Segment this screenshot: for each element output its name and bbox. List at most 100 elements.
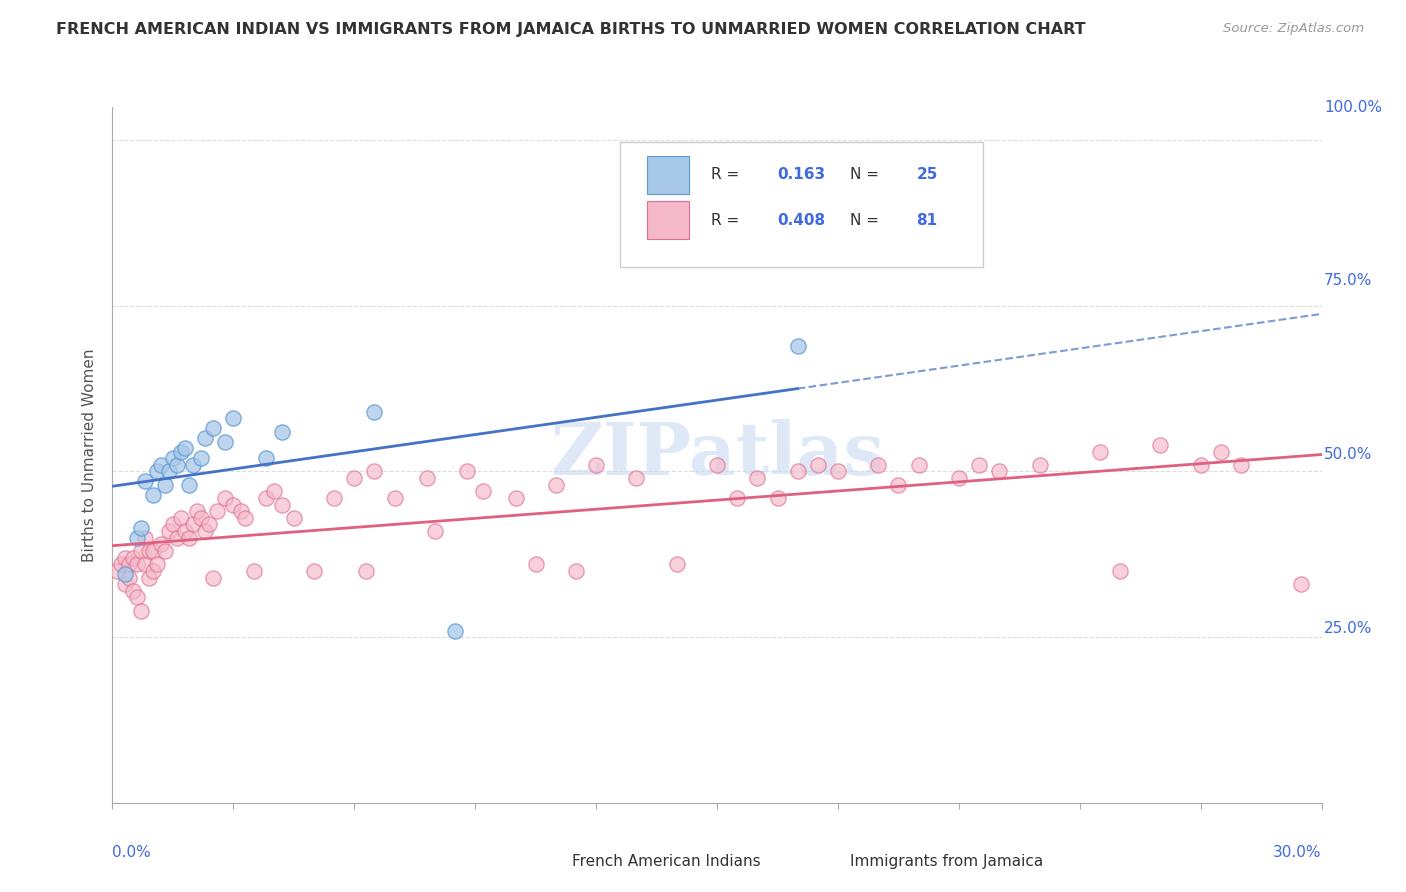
Point [472,484,495,499]
Point [416,471,439,485]
Point [988,465,1011,479]
Point [153,544,176,558]
Y-axis label: Births to Unmarried Women: Births to Unmarried Women [82,348,97,562]
FancyBboxPatch shape [647,201,689,239]
Point [194,431,217,445]
Point [1088,444,1111,458]
Point [142,564,165,578]
Text: R =: R = [711,168,744,182]
FancyBboxPatch shape [790,852,838,872]
Text: 25.0%: 25.0% [1324,622,1372,636]
Point [166,531,188,545]
Point [114,567,136,582]
Point [105,564,128,578]
Point [363,405,385,419]
Point [146,465,169,479]
Point [1291,577,1313,591]
Point [948,471,970,485]
Point [138,570,160,584]
Point [110,558,132,572]
Text: French American Indians: French American Indians [572,855,761,870]
Point [170,511,193,525]
Text: 30.0%: 30.0% [1274,845,1322,860]
Point [524,558,547,572]
Point [270,498,292,512]
Point [125,558,148,572]
Point [444,624,467,638]
Point [214,491,236,505]
Point [967,458,990,472]
Point [242,564,264,578]
Point [343,471,366,485]
Point [747,471,769,485]
Point [186,504,208,518]
Point [1109,564,1132,578]
FancyBboxPatch shape [620,142,983,267]
Point [384,491,406,505]
Point [786,465,808,479]
Point [125,531,148,545]
Point [129,544,152,558]
Text: FRENCH AMERICAN INDIAN VS IMMIGRANTS FROM JAMAICA BIRTHS TO UNMARRIED WOMEN CORR: FRENCH AMERICAN INDIAN VS IMMIGRANTS FRO… [56,22,1085,37]
Text: 50.0%: 50.0% [1324,448,1372,462]
Point [114,577,136,591]
Point [157,465,180,479]
Point [166,458,188,472]
FancyBboxPatch shape [647,156,689,194]
Text: 0.163: 0.163 [778,168,825,182]
Text: ZIPatlas: ZIPatlas [550,419,884,491]
Point [138,544,160,558]
FancyBboxPatch shape [512,852,560,872]
Point [181,517,204,532]
Point [202,570,225,584]
Point [766,491,789,505]
Point [1230,458,1253,472]
Point [423,524,446,538]
Text: 0.0%: 0.0% [112,845,152,860]
Text: 81: 81 [917,212,938,227]
Point [626,471,648,485]
Point [1149,438,1171,452]
Point [222,498,245,512]
Text: 25: 25 [917,168,938,182]
Point [190,511,212,525]
Point [725,491,748,505]
Point [456,465,478,479]
Point [363,465,385,479]
Point [146,558,169,572]
Point [302,564,325,578]
Point [505,491,527,505]
Point [207,504,229,518]
Point [1209,444,1232,458]
Point [1028,458,1050,472]
Point [121,583,143,598]
Text: Immigrants from Jamaica: Immigrants from Jamaica [851,855,1043,870]
Point [263,484,285,499]
Point [177,477,200,491]
Point [565,564,588,578]
Point [356,564,378,578]
Point [254,451,277,466]
Point [214,434,236,449]
Point [544,477,567,491]
Text: 0.408: 0.408 [778,212,825,227]
Point [170,444,193,458]
Point [222,411,245,425]
Point [177,531,200,545]
Point [283,511,305,525]
Point [153,477,176,491]
Text: N =: N = [851,168,884,182]
Point [323,491,346,505]
Point [907,458,929,472]
Point [134,475,156,489]
Point [117,558,139,572]
Point [134,531,156,545]
Point [807,458,830,472]
Point [117,570,139,584]
Point [134,558,156,572]
Text: N =: N = [851,212,884,227]
Point [198,517,221,532]
Text: 75.0%: 75.0% [1324,274,1372,288]
Point [149,537,172,551]
Point [174,442,197,456]
